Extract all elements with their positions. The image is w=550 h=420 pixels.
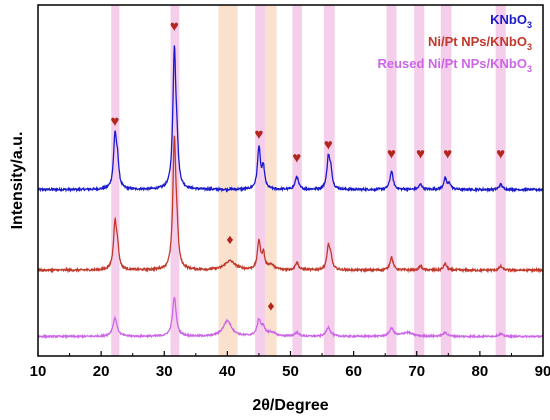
- legend-entry: Reused Ni/Pt NPs/KNbO3: [377, 56, 532, 74]
- peak-markers: ♥ ♥ ♥ ♥ ♥ ♥ ♥ ♥ ♥ ♦ ♦: [111, 18, 506, 314]
- heart-marker: ♥: [170, 18, 179, 35]
- highlight-band: [111, 5, 120, 356]
- x-tick-label: 10: [30, 363, 47, 380]
- highlight-band: [414, 5, 425, 356]
- highlight-band: [292, 5, 302, 356]
- highlight-band: [495, 5, 506, 356]
- heart-marker: ♥: [292, 149, 301, 166]
- heart-marker: ♥: [387, 145, 396, 162]
- x-tick-label: 30: [156, 363, 173, 380]
- heart-marker: ♥: [416, 145, 425, 162]
- highlight-band: [170, 5, 180, 356]
- highlight-band: [265, 5, 277, 356]
- x-tick-label: 60: [345, 363, 362, 380]
- x-tick-label: 40: [219, 363, 236, 380]
- x-tick-label: 90: [535, 363, 550, 380]
- diamond-marker: ♦: [226, 231, 233, 247]
- series-line: [37, 135, 543, 274]
- highlight-band: [386, 5, 397, 356]
- y-axis-title: Intensity/a.u.: [9, 132, 26, 230]
- series-line: [37, 296, 544, 340]
- legend-entry: Ni/Pt NPs/KNbO3: [428, 34, 532, 52]
- heart-marker: ♥: [443, 145, 452, 162]
- x-tick-label: 80: [472, 363, 489, 380]
- heart-marker: ♥: [496, 145, 505, 162]
- series-lines: [37, 45, 544, 340]
- x-tick-label: 50: [282, 363, 299, 380]
- legend-entry: KNbO3: [490, 12, 532, 30]
- x-tick-label: 20: [93, 363, 110, 380]
- highlight-band: [323, 5, 335, 356]
- highlight-band: [218, 5, 238, 356]
- x-axis-ticks: 10 20 30 40 50 60 70 80 90: [30, 351, 550, 380]
- diamond-marker: ♦: [267, 298, 274, 314]
- x-axis-title: 2θ/Degree: [252, 397, 328, 414]
- series-line: [37, 45, 544, 193]
- heart-marker: ♥: [111, 113, 120, 130]
- heart-marker: ♥: [254, 126, 263, 143]
- heart-marker: ♥: [324, 136, 333, 153]
- legend: KNbO3 Ni/Pt NPs/KNbO3 Reused Ni/Pt NPs/KNb…: [377, 12, 532, 74]
- x-tick-label: 70: [408, 363, 425, 380]
- highlight-band: [255, 5, 266, 356]
